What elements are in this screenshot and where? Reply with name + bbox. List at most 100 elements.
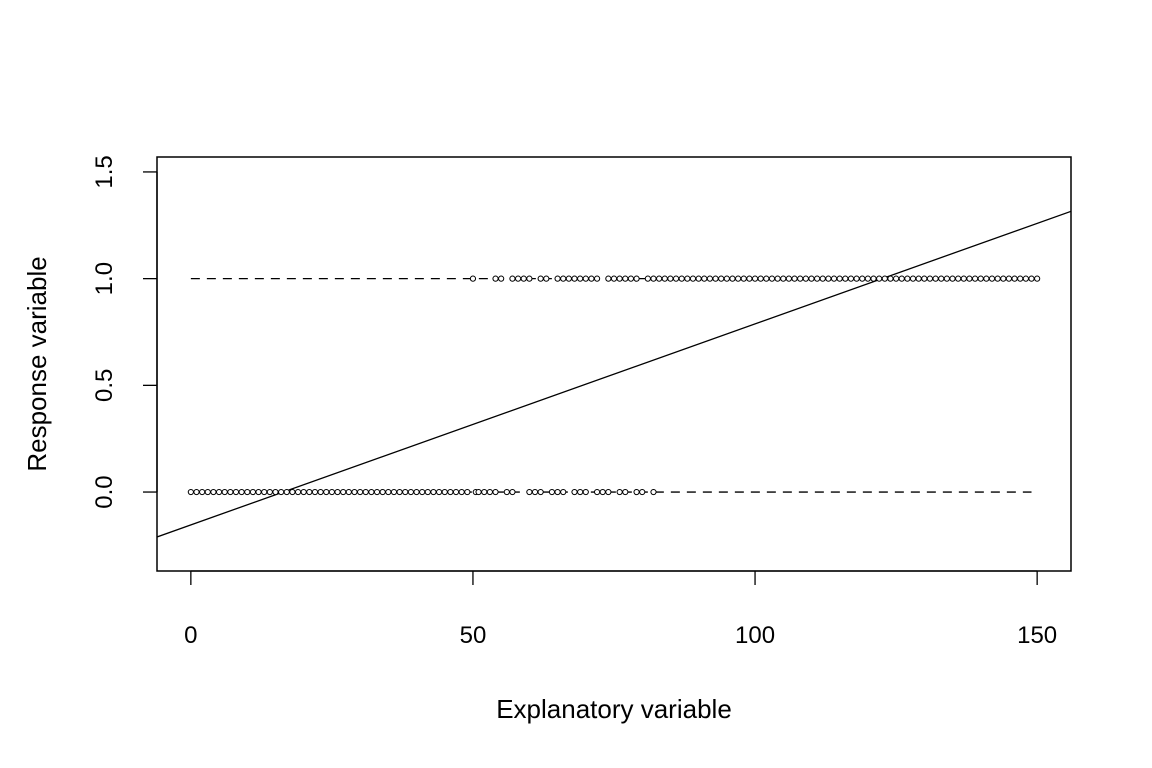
data-point (988, 275, 996, 282)
data-point (1034, 275, 1041, 282)
data-point (351, 488, 358, 496)
data-point (898, 275, 905, 282)
data-point (1028, 275, 1035, 282)
data-point (402, 488, 409, 496)
data-point (746, 275, 753, 282)
data-point (768, 275, 776, 282)
data-point (464, 488, 471, 496)
data-point (616, 275, 623, 282)
data-point (509, 488, 516, 496)
data-point (791, 275, 798, 282)
y-tick-label: 0.0 (91, 475, 118, 508)
data-point (492, 488, 499, 496)
data-point (475, 488, 482, 496)
data-point (390, 488, 398, 496)
x-tick-label: 150 (1017, 622, 1057, 649)
data-point (554, 275, 561, 282)
data-point (289, 488, 296, 496)
data-point (323, 488, 330, 496)
data-point (955, 275, 962, 282)
data-point (413, 488, 420, 496)
data-point (639, 488, 646, 496)
data-point (656, 275, 663, 282)
data-point (994, 275, 1001, 282)
data-point (650, 488, 657, 496)
data-point (469, 275, 477, 282)
data-point (689, 275, 697, 282)
data-point (520, 275, 527, 282)
data-point (278, 488, 285, 496)
data-point (334, 488, 341, 496)
data-point (622, 275, 629, 282)
data-point (627, 275, 635, 282)
data-point (909, 275, 917, 282)
x-tick-label: 50 (460, 622, 487, 649)
fit-line (157, 210, 1071, 538)
data-point (774, 275, 781, 282)
data-point (193, 488, 200, 496)
plot-frame (156, 156, 1072, 572)
data-point (983, 275, 990, 282)
data-point (261, 488, 268, 496)
data-point (684, 275, 691, 282)
data-point (503, 488, 510, 496)
y-axis-label: Response variable (22, 256, 52, 471)
data-point (633, 275, 640, 282)
data-point (238, 488, 245, 496)
data-point (802, 275, 809, 282)
data-point (887, 275, 894, 282)
data-point (548, 488, 556, 496)
data-point (492, 275, 499, 282)
data-point (892, 275, 900, 282)
data-point (187, 488, 194, 496)
data-point (977, 275, 984, 282)
data-point (763, 275, 770, 282)
data-point (419, 488, 426, 496)
data-point (577, 488, 584, 496)
data-point (599, 488, 606, 496)
data-point (1005, 275, 1013, 282)
data-point (537, 488, 544, 496)
data-point (221, 488, 228, 496)
data-point (723, 275, 730, 282)
data-point (644, 275, 651, 282)
data-point (272, 488, 279, 496)
data-point (593, 488, 601, 496)
data-point (577, 275, 584, 282)
data-point (661, 275, 668, 282)
data-point (943, 275, 950, 282)
data-point (385, 488, 392, 496)
data-point (328, 488, 336, 496)
data-point (915, 275, 922, 282)
data-point (340, 488, 347, 496)
data-point (616, 488, 623, 496)
x-tick-label: 100 (735, 622, 775, 649)
data-point (1011, 275, 1018, 282)
data-point (458, 488, 465, 496)
data-point (227, 488, 234, 496)
data-point (255, 488, 262, 496)
data-point (582, 275, 589, 282)
data-point (971, 275, 979, 282)
data-point (571, 275, 578, 282)
data-point (452, 488, 460, 496)
data-point (633, 488, 640, 496)
data-point (605, 275, 612, 282)
data-point (650, 275, 657, 282)
data-point (695, 275, 702, 282)
data-point (1000, 275, 1007, 282)
data-point (797, 275, 804, 282)
data-point (836, 275, 843, 282)
data-point (311, 488, 319, 496)
data-point (819, 275, 826, 282)
data-point (481, 488, 488, 496)
data-point (554, 488, 561, 496)
data-point (960, 275, 967, 282)
data-point (622, 488, 629, 496)
data-point (814, 275, 821, 282)
data-point (215, 488, 223, 496)
data-point (785, 275, 793, 282)
data-point (808, 275, 815, 282)
data-point (588, 275, 595, 282)
